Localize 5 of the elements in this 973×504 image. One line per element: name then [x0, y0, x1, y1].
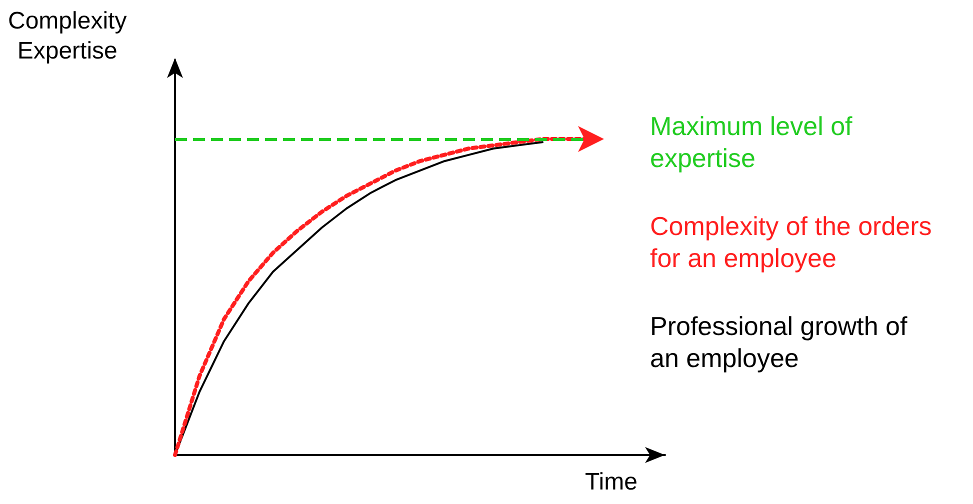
ref-line-label: Maximum level of expertise	[650, 111, 854, 173]
y-axis-title: Complexity Expertise	[8, 8, 127, 64]
text: Complexity of the orders for an employee	[650, 211, 932, 273]
x-axis-title: Time	[585, 468, 638, 496]
text: Professional growth of an employee	[650, 311, 908, 373]
